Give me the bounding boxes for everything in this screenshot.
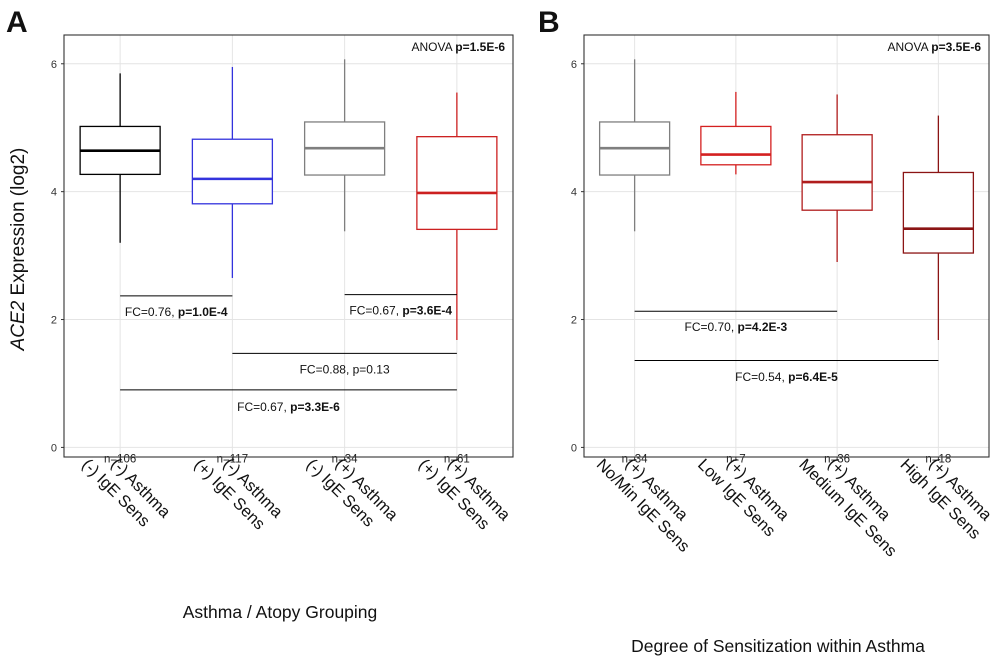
box <box>902 171 975 254</box>
plot-frame <box>63 34 514 458</box>
box-group <box>303 59 386 232</box>
y-tick-label: 2 <box>571 315 577 327</box>
fold-change: FC=0.88, <box>300 362 353 376</box>
box <box>801 134 873 211</box>
x-tick-label: (+) AsthmaMedium IgE Sens <box>795 441 915 561</box>
fold-change: FC=0.54, <box>735 370 788 384</box>
y-tick-label: 0 <box>51 442 57 454</box>
anova-p-value: p=3.5E-6 <box>931 40 981 54</box>
comparison-label: FC=0.76, p=1.0E-4 <box>125 305 228 319</box>
box <box>191 138 274 205</box>
box-group <box>416 92 498 340</box>
x-axis-title: Degree of Sensitization within Asthma <box>631 636 925 656</box>
y-tick-label: 0 <box>571 442 577 454</box>
box <box>416 136 498 231</box>
y-axis-label: ACE2 Expression (log2) <box>8 148 29 352</box>
p-value: p=3.6E-4 <box>402 304 452 318</box>
fold-change: FC=0.67, <box>349 304 402 318</box>
p-value: p=1.0E-4 <box>178 305 228 319</box>
comparison-label: FC=0.88, p=0.13 <box>300 362 390 376</box>
anova-prefix: ANOVA <box>888 40 932 54</box>
box-group <box>700 91 772 175</box>
fold-change: FC=0.70, <box>685 320 738 334</box>
box-group <box>191 66 274 278</box>
plot-frame <box>583 34 990 458</box>
box-group <box>79 73 161 243</box>
x-tick-label: (+) AsthmaNo/Min IgE Sens <box>593 441 708 556</box>
anova-prefix: ANOVA <box>412 40 456 54</box>
y-tick-label: 4 <box>571 187 577 199</box>
box-group <box>598 59 671 232</box>
x-axis-title: Asthma / Atopy Grouping <box>183 602 378 622</box>
y-axis-label-gene: ACE2 <box>8 300 29 351</box>
comparison-label: FC=0.67, p=3.3E-6 <box>237 400 340 414</box>
box-group <box>902 115 975 340</box>
comparison-label: FC=0.67, p=3.6E-4 <box>349 304 452 318</box>
p-value: p=0.13 <box>353 362 390 376</box>
anova-label: ANOVA p=1.5E-6 <box>412 40 506 54</box>
comparison-label: FC=0.70, p=4.2E-3 <box>685 320 788 334</box>
anova-p-value: p=1.5E-6 <box>455 40 505 54</box>
comparison-label: FC=0.54, p=6.4E-5 <box>735 370 838 384</box>
fold-change: FC=0.76, <box>125 305 178 319</box>
p-value: p=4.2E-3 <box>738 320 788 334</box>
y-tick-label: 6 <box>51 59 57 71</box>
fold-change: FC=0.67, <box>237 400 290 414</box>
box <box>700 125 772 166</box>
y-tick-label: 6 <box>571 59 577 71</box>
y-tick-label: 2 <box>51 315 57 327</box>
y-axis-label-suffix: Expression (log2) <box>8 148 29 301</box>
panel-letter: B <box>538 6 560 39</box>
y-tick-label: 4 <box>51 187 57 199</box>
panel-letter: A <box>6 6 28 39</box>
p-value: p=6.4E-5 <box>788 370 838 384</box>
p-value: p=3.3E-6 <box>290 400 340 414</box>
anova-label: ANOVA p=3.5E-6 <box>888 40 982 54</box>
box-group <box>801 94 873 262</box>
